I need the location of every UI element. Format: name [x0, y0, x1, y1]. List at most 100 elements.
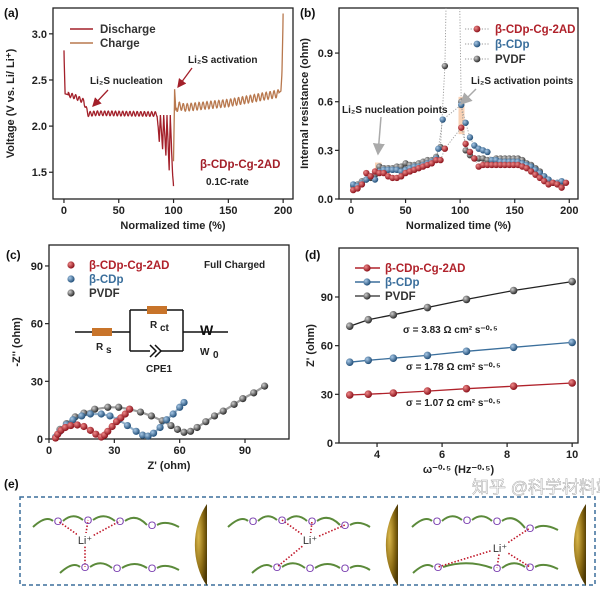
legend-label: PVDF	[385, 291, 416, 303]
oxygen-atom: O	[113, 563, 122, 575]
x-tick-label: 6	[439, 449, 445, 461]
particle	[385, 504, 398, 586]
data-point	[104, 403, 112, 411]
coordination-bond	[57, 520, 86, 541]
data-point	[367, 173, 374, 180]
data-point	[527, 168, 535, 175]
coordination-bond	[499, 547, 531, 568]
label-bg	[77, 533, 93, 546]
coordination-bond	[499, 527, 531, 549]
data-point	[86, 426, 94, 434]
x-tick-label: 200	[560, 205, 578, 217]
oxygen-atom: O	[341, 520, 350, 532]
oxygen-atom: O	[84, 515, 93, 527]
panel-label: (a)	[4, 6, 19, 20]
panel-label: (b)	[300, 6, 315, 20]
data-point	[509, 286, 518, 295]
data-point	[186, 427, 195, 435]
oxygen-atom: O	[148, 520, 157, 532]
x-tick-label: 50	[113, 205, 125, 217]
rs-label-subscript: s	[106, 345, 112, 356]
x-tick-label: 4	[374, 449, 381, 461]
y-tick-label: 2.0	[32, 121, 47, 133]
y-tick-label: 30	[321, 389, 333, 401]
series-line-discharge	[63, 50, 175, 187]
lithium-ion: Li⁺	[493, 543, 508, 555]
data-point	[210, 412, 219, 420]
y-axis-label: Z' (ohm)	[305, 324, 317, 367]
resistor-rs	[92, 328, 112, 336]
sigma-label: σ = 1.78 Ω cm² s⁻⁰·⁵	[406, 362, 501, 373]
arrow-icon	[177, 67, 193, 89]
data-point	[466, 148, 474, 156]
label-bg	[302, 533, 318, 546]
sigma-label: σ = 3.83 Ω cm² s⁻⁰·⁵	[403, 325, 498, 336]
y-tick-label: 0.0	[318, 194, 333, 206]
data-point	[363, 278, 371, 286]
legend-label: Charge	[100, 38, 140, 50]
legend-label: β-CDp	[385, 277, 419, 289]
y-tick-label: 0.6	[318, 97, 333, 109]
series-line	[349, 280, 573, 327]
data-point	[180, 428, 188, 436]
data-point	[345, 358, 354, 367]
particle	[194, 504, 207, 586]
data-point	[428, 160, 435, 167]
y-tick-label: 0	[37, 434, 43, 446]
data-point	[423, 303, 432, 312]
data-point	[423, 387, 432, 395]
data-point	[67, 289, 75, 297]
y-tick-label: 60	[31, 319, 43, 331]
x-tick-label: 90	[239, 445, 251, 457]
data-point	[462, 140, 469, 148]
w0-label-subscript: 0	[213, 350, 219, 361]
legend-label: β-CDp	[495, 39, 529, 51]
particle	[573, 504, 586, 586]
data-point	[389, 354, 398, 362]
data-point	[144, 432, 152, 440]
data-point	[167, 421, 175, 430]
panel-label: (e)	[4, 477, 19, 491]
data-point	[568, 277, 576, 286]
data-point	[345, 322, 354, 330]
panel-b: 0 50 100 150 200 0.0 0.3 0.6 0.9 Normalized time …	[299, 6, 579, 232]
data-point	[471, 155, 478, 162]
data-point	[108, 422, 116, 431]
data-point	[437, 156, 444, 164]
x-tick-label: 150	[506, 205, 524, 217]
x-tick-label: 10	[566, 449, 578, 461]
series-line-charge	[172, 13, 284, 162]
data-point	[125, 405, 134, 413]
data-point	[97, 410, 105, 418]
plot-area	[349, 8, 570, 194]
oxygen-atom: O	[493, 516, 502, 528]
data-point	[123, 421, 132, 430]
legend-label: Discharge	[100, 24, 156, 36]
data-point	[354, 185, 361, 192]
data-point	[389, 389, 398, 397]
data-point	[173, 425, 182, 433]
oxygen-atom: O	[463, 515, 472, 527]
data-point	[176, 403, 184, 411]
data-point	[441, 62, 449, 70]
data-point	[389, 311, 398, 319]
data-point	[180, 398, 188, 407]
data-point	[219, 407, 227, 415]
label-bg	[492, 541, 508, 554]
data-point	[540, 177, 548, 185]
data-point	[562, 179, 570, 186]
condition-label: Full Charged	[204, 260, 265, 271]
data-point	[92, 430, 100, 438]
y-axis-label: Voltage (V vs. Li/ Li⁺)	[5, 48, 17, 158]
data-point	[364, 356, 373, 365]
oxygen-atom: O	[526, 562, 535, 574]
polymer-chain	[227, 515, 371, 528]
x-tick-label: 8	[504, 449, 510, 461]
coordination-scheme: O O O O O O O Li⁺	[411, 504, 586, 586]
y-tick-label: 3.0	[32, 29, 47, 41]
data-point	[439, 116, 446, 123]
x-tick-label: 100	[451, 205, 469, 217]
data-point	[136, 408, 145, 416]
data-point	[358, 181, 366, 188]
data-point	[67, 261, 75, 269]
